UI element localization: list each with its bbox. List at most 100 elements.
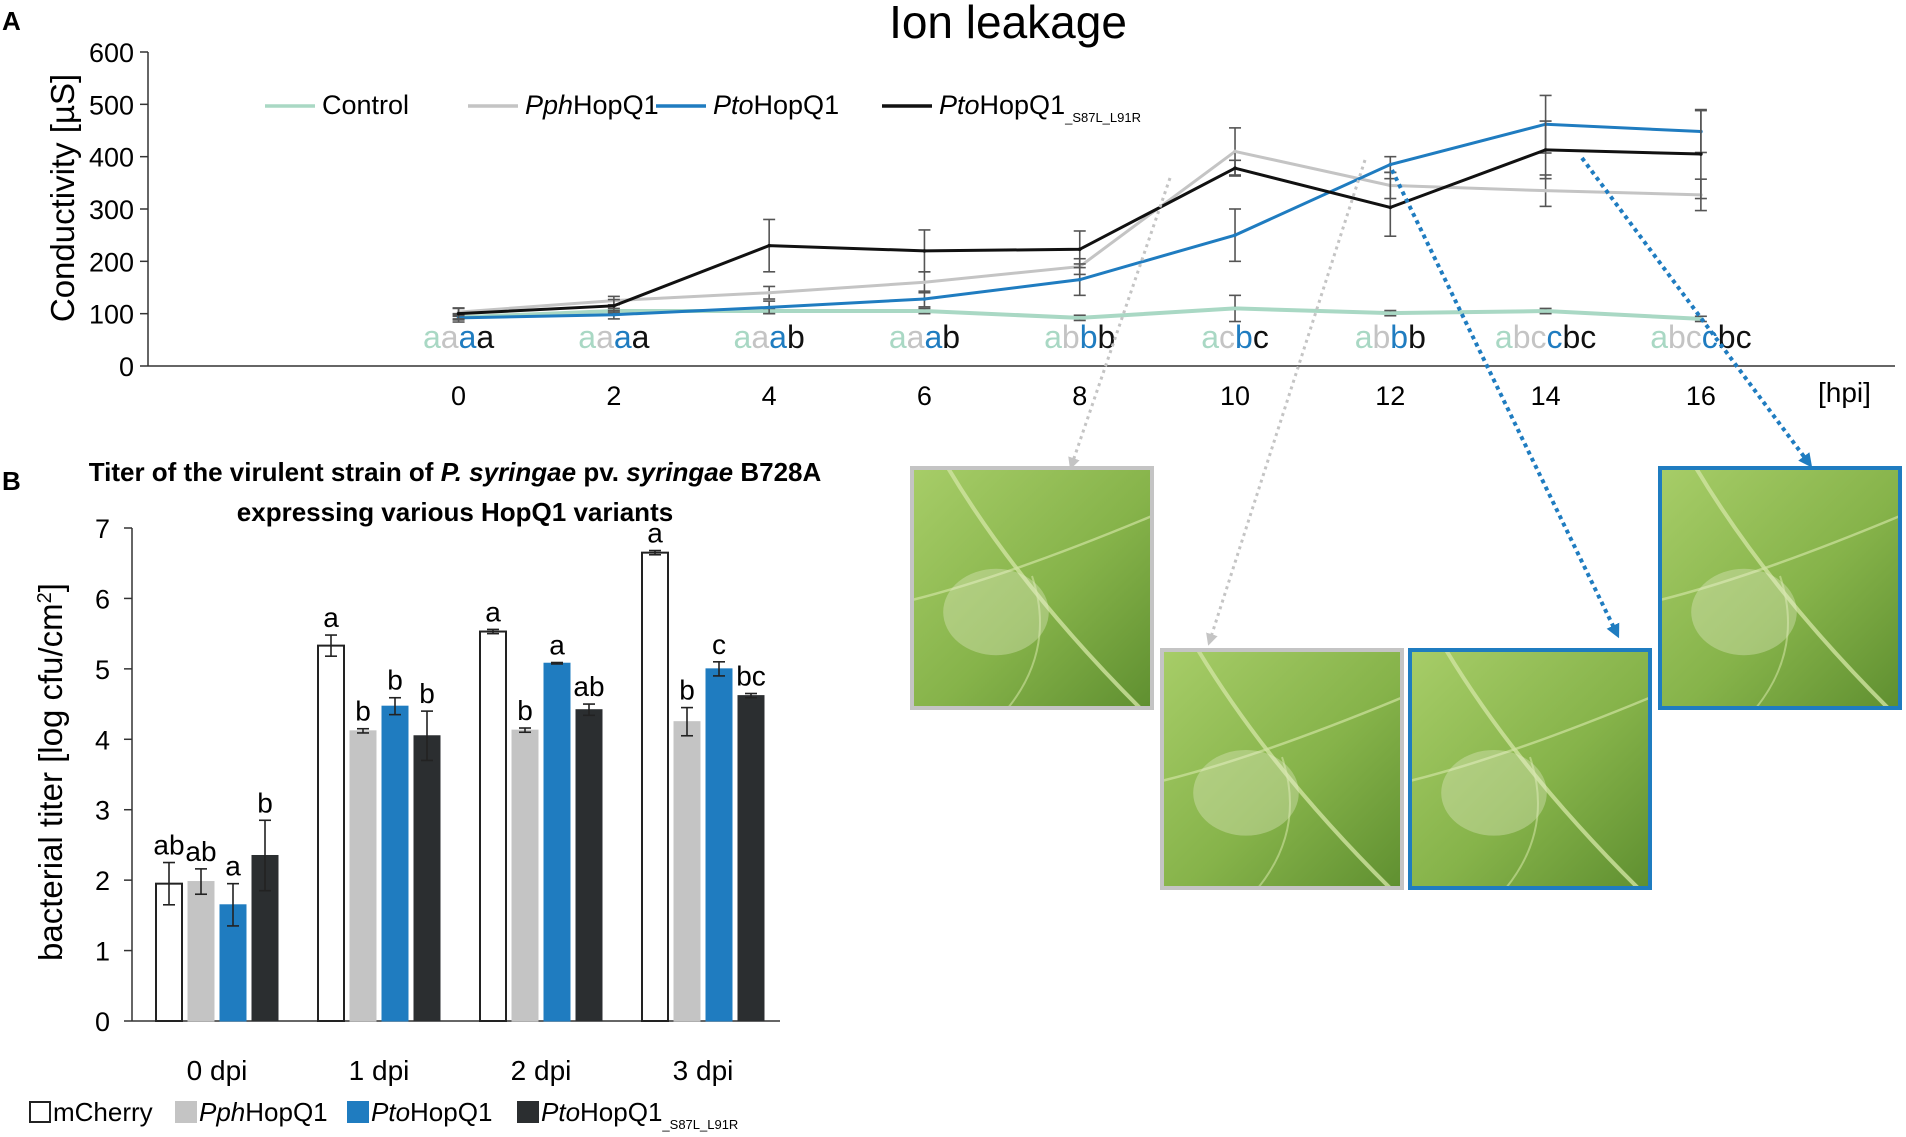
leaf-vein [911,514,1153,602]
chart-a-ytick-label: 300 [89,195,134,225]
chart-a-point [1233,233,1237,237]
leaf-photo-frame [1408,648,1652,890]
chart-a-point [767,305,771,310]
chart-a-point [1077,316,1082,320]
chart-a-sig-group: abccbc [1650,319,1751,355]
chart-b-ylabel: bacterial titer [log cfu/cm2] [32,583,69,961]
chart-b-sig-label: bc [736,661,766,692]
chart-a-ytick-label: 400 [89,143,134,173]
chart-a-xtick-label: 2 [606,381,621,411]
chart-b-axes: 0 1 2 3 4 5 6 7 0 dpi 1 dpi 2 dpi 3 dpi [95,514,780,1086]
chart-b-legend-swatch [347,1101,369,1123]
leaf-vein [1409,696,1651,783]
chart-a-point [922,280,927,285]
chart-b-ytick-label: 6 [95,584,110,614]
chart-b-bar [641,551,669,1023]
chart-a-ytick-label: 0 [119,352,134,382]
chart-a-point [1388,311,1393,315]
chart-b-bar [479,630,507,1023]
chart-a-point [1543,148,1548,152]
leaf-lesion [1441,749,1547,836]
leaf-vein [1659,514,1901,602]
chart-b-ytick-label: 1 [95,937,110,967]
leaf-lesion [1193,749,1299,836]
chart-a-point [922,249,927,253]
chart-a-point [612,304,616,308]
chart-a-xlabel: [hpi] [1818,377,1871,408]
chart-b-bar [543,662,571,1022]
leaf-vein [946,466,1142,710]
chart-a-legend-label: PphHopQ1 [525,90,659,120]
chart-a-xtick-label: 12 [1375,381,1405,411]
chart-b-ytick-label: 7 [95,514,110,544]
chart-a-axes: 0 100 200 300 400 500 600 0 2 4 6 8 10 12 14 16 [89,38,1895,411]
chart-a-series [452,94,1707,323]
chart-b-legend-swatch [175,1101,197,1123]
leaf-vein [1755,575,1789,709]
chart-b-sig-label: c [712,629,726,660]
chart-b-title-line1: Titer of the virulent strain of P. syrin… [89,457,822,487]
chart-b-bar [317,644,345,1022]
chart-b-ytick-label: 5 [95,655,110,685]
chart-a-sig-group: aaab [734,319,805,355]
leaf-photo-frame [1658,466,1902,710]
chart-a-point [1388,162,1393,167]
chart-a-sig-group: abccbc [1495,319,1596,355]
chart-a-point [1077,247,1082,252]
chart-a-sig-group: abbb [1044,319,1115,355]
chart-a-point [922,297,927,301]
chart-a-xtick-label: 14 [1531,381,1561,411]
chart-b-bar [155,882,183,1023]
chart-b-ytick-label: 0 [95,1007,110,1037]
chart-b-bar [413,735,441,1022]
chart-b-bar [511,729,539,1022]
chart-a-point [1699,152,1703,156]
chart-a-point [922,309,927,313]
leaf-lesion [1691,568,1797,656]
callout-arrow [1390,169,1620,639]
chart-b-bar [673,721,701,1022]
chart-a-point [1233,149,1237,154]
chart-b-sig-label: a [647,518,663,549]
leaf-vein [1161,696,1403,783]
chart-b-sig-label: b [257,787,273,818]
leaf-vein [1505,756,1539,889]
chart-a-xtick-label: 6 [917,381,932,411]
chart-a-legend-label: Control [322,90,409,120]
chart-a-sig-group: abbb [1355,319,1426,355]
chart-a-point [612,312,616,317]
chart-a-ylabel: Conductivity [µS] [44,74,81,322]
leaf-photos [910,466,1902,890]
leaf-photo-pph-10hpi [910,466,1154,710]
chart-b-legend-label: PtoHopQ1_S87L_L91R [541,1097,738,1132]
leaf-vein [1694,466,1890,710]
callout-arrow [1068,177,1172,470]
chart-a-sig-group: aaaa [423,319,494,355]
chart-a-xtick-label: 10 [1220,381,1250,411]
chart-a-sig-group: aaaa [578,319,649,355]
chart-b-sig-label: b [517,695,533,726]
chart-b-sig-label: a [323,602,339,633]
leaf-vein [1444,648,1640,890]
chart-b-bar [575,709,603,1022]
chart-a-sig-group: acbc [1201,319,1269,355]
chart-b-title-line2: expressing various HopQ1 variants [237,497,673,527]
chart-b-sig-label: ab [573,671,604,702]
chart-b-bar [349,730,377,1022]
leaf-photo-pto-16hpi [1658,466,1902,710]
chart-b-legend-swatch [517,1101,539,1123]
chart-a-point [1543,188,1548,193]
chart-b-bar [705,668,733,1022]
chart-a-point [1077,277,1082,282]
leaf-photo-pph-12hpi [1160,648,1404,890]
callout-arrow [1206,159,1367,646]
leaf-vein [1007,575,1041,709]
chart-a-point [456,311,461,316]
leaf-photo-frame [1160,648,1404,890]
chart-b-bar [187,881,215,1022]
chart-b-sig-label: b [419,678,435,709]
chart-a-ytick-label: 100 [89,300,134,330]
chart-a-legend-label: PtoHopQ1 [713,90,839,120]
chart-b-xtick-label: 2 dpi [511,1055,572,1086]
chart-a-point [1233,306,1237,311]
